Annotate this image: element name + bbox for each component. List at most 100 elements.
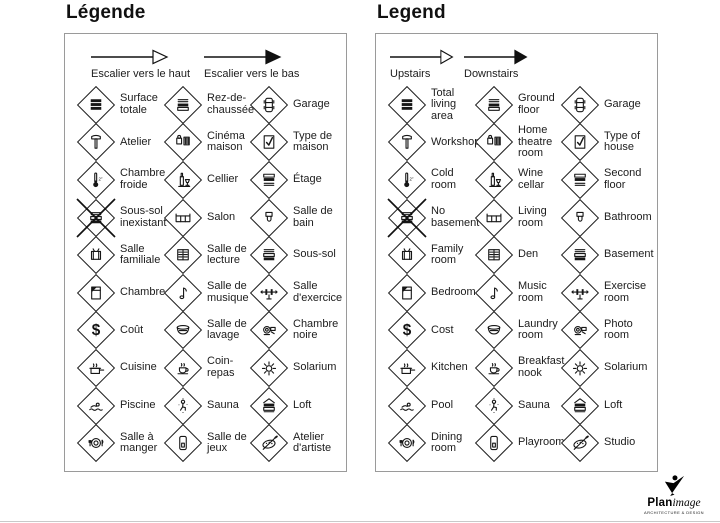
legend-item-label: Étage [293, 173, 322, 186]
books-icon [474, 236, 514, 275]
house-check-icon [249, 123, 289, 162]
legend-item: Living room [474, 198, 561, 237]
legend-item-label: Bathroom [604, 210, 652, 223]
palette-icon [249, 424, 289, 463]
thermometer-icon: 2° [404, 172, 414, 188]
levels-ground-icon [177, 98, 189, 111]
legend-item-label: Cuisine [120, 361, 157, 374]
legend-item: $ Cost [387, 311, 475, 350]
levels-total-icon [401, 99, 413, 110]
legend-item-label: Cellier [207, 173, 239, 186]
sun-icon [572, 361, 588, 376]
hammer-icon [76, 123, 116, 162]
legend-item: Garage [560, 85, 647, 124]
legend-item: Chambre [76, 273, 165, 312]
legend-item-label: Atelier d'artiste [293, 430, 332, 455]
legend-item-label: Total living area [431, 86, 457, 122]
legend-item: Photo room [560, 311, 647, 350]
garage-icon [249, 85, 289, 124]
legend-item-label: Salle d'exercice [293, 280, 343, 304]
plate-icon [387, 424, 427, 463]
legend-item-label: Solarium [604, 361, 648, 374]
legend-grid-french: Surface totale Rez-de- chaussée Garage Atel… [76, 85, 342, 463]
levels-loft-icon [560, 386, 600, 425]
house-check-icon [263, 135, 275, 150]
hammer-icon [402, 135, 412, 150]
levels-total-icon [90, 99, 102, 110]
svg-text:2°: 2° [98, 177, 102, 182]
legend-item-label: Coût [120, 323, 144, 336]
legend-item: Sous-sol inexistant [76, 197, 166, 238]
legend-item-label: Studio [604, 436, 636, 449]
legend-item: Surface totale [76, 85, 164, 124]
toilet-icon [576, 211, 584, 222]
door-icon [474, 424, 514, 463]
swimmer-icon [89, 402, 103, 411]
legend-item: Laundry room [474, 311, 561, 350]
levels-second-icon [249, 160, 289, 200]
upstairs-arrow-label: Upstairs [390, 68, 431, 80]
legend-item-label: Breakfast nook [518, 355, 565, 379]
pot-icon [76, 348, 116, 388]
levels-ground-icon [474, 85, 514, 124]
levels-loft-icon [263, 397, 275, 412]
legend-item: Home theatre room [474, 123, 561, 162]
legend-item: Music room [474, 273, 561, 312]
levels-total-icon [387, 85, 427, 124]
no-basement-icon [387, 197, 427, 238]
legend-item-label: Cold room [431, 167, 457, 191]
legend-item-label: Garage [293, 98, 330, 111]
sun-icon [249, 348, 289, 388]
laundry-icon [176, 325, 190, 335]
sofa-icon [175, 213, 191, 222]
cup-icon [177, 362, 189, 375]
legend-item: Sauna [474, 386, 561, 425]
wine-icon [163, 160, 203, 200]
legend-item: Solarium [249, 348, 336, 388]
legend-item: Bedroom [387, 273, 476, 312]
tv-icon [387, 236, 427, 275]
legend-item: Den [474, 236, 561, 275]
legend-item: Loft [560, 386, 647, 425]
legend-item: Sauna [163, 386, 250, 425]
legend-item: Pool [387, 386, 475, 425]
legend-item-label: Den [518, 248, 539, 261]
sofa-icon [474, 198, 514, 237]
sauna-icon [178, 397, 188, 413]
tv-icon [401, 248, 413, 261]
levels-ground-icon [163, 85, 203, 124]
door-icon [163, 424, 203, 463]
legend-item: Salle à manger [76, 424, 164, 463]
legend-item-label: Cost [431, 323, 454, 336]
thermometer-icon: 2° [387, 160, 427, 200]
legend-item-label: Kitchen [431, 361, 468, 374]
legend-item: Bathroom [560, 198, 652, 237]
legend-item-label: Loft [293, 398, 312, 411]
legend-item: $ Coût [76, 311, 164, 350]
sun-icon [560, 348, 600, 388]
legend-item-label: Atelier [120, 135, 152, 148]
stair-arrows-french: Escalier vers le haut Escalier vers le b… [91, 49, 299, 80]
levels-total-icon [76, 85, 116, 124]
upstairs-arrow-icon [390, 49, 454, 65]
sauna-icon [163, 386, 203, 425]
sun-icon [261, 361, 277, 376]
legend-item-label: Laundry room [518, 317, 558, 342]
planimage-logo-text: Planimage [632, 497, 716, 509]
legend-item: 2° Cold room [387, 160, 475, 200]
legend-item: Étage [249, 160, 336, 200]
projector-icon [487, 135, 501, 146]
dollar-icon: $ [92, 323, 101, 340]
dumbbell-icon [571, 288, 589, 300]
legend-item-label: Salon [207, 210, 236, 223]
no-basement-icon [76, 197, 116, 238]
legend-item: Type of house [560, 123, 647, 162]
thermometer-icon: 2° [76, 160, 116, 200]
levels-second-icon [560, 160, 600, 200]
downstairs-arrow-label: Downstairs [464, 68, 519, 80]
legend-item: Chambre noire [249, 311, 338, 350]
legend-item-label: Pool [431, 398, 454, 411]
dumbbell-icon [249, 273, 289, 312]
legend-item-label: Chambre froide [120, 167, 166, 191]
